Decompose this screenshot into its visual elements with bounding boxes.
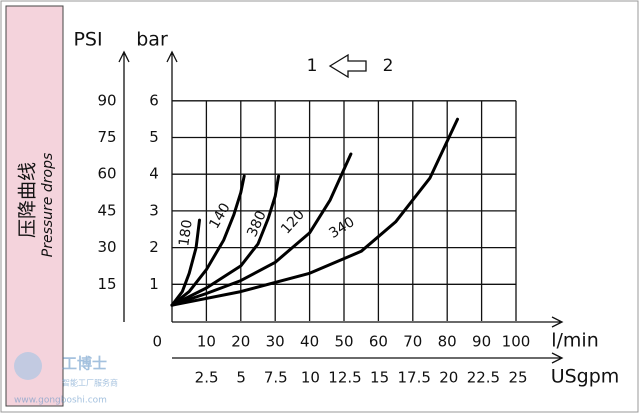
x2-tick-label: 2.5 <box>195 369 219 387</box>
x-tick-label: 50 <box>334 333 353 351</box>
flow-to: 2 <box>383 56 394 76</box>
x2-axis-title: USgpm <box>551 366 620 388</box>
y2-axis-title: PSI <box>73 29 102 51</box>
x-tick-label: 40 <box>300 333 319 351</box>
y2-tick-label: 60 <box>97 165 116 183</box>
x-tick-label: 80 <box>438 333 457 351</box>
y-tick-label: 5 <box>149 128 159 146</box>
watermark-logo <box>14 352 42 380</box>
x2-tick-label: 12.5 <box>328 369 361 387</box>
x2-tick-label: 15 <box>370 369 389 387</box>
y-axis <box>166 50 178 322</box>
x-tick-label: 100 <box>502 333 531 351</box>
x2-tick-label: 20 <box>439 369 458 387</box>
side-title: 压降曲线 <box>17 162 39 238</box>
y-tick-label: 2 <box>149 238 159 256</box>
x-axis-title: l/min <box>551 330 599 352</box>
curve <box>170 174 281 307</box>
curve-label: 180 <box>176 219 196 248</box>
x2-tick-label: 22.5 <box>467 369 500 387</box>
x-tick-label: 10 <box>197 333 216 351</box>
curve <box>170 174 246 307</box>
y-tick-label: 6 <box>149 91 159 109</box>
y2-tick-label: 90 <box>97 91 116 109</box>
side-subtitle: Pressure drops <box>40 153 56 257</box>
x2-tick-label: 10 <box>301 369 320 387</box>
watermark-tagline: 智能工厂服务商 <box>62 378 118 388</box>
x2-tick-label: 25 <box>508 369 527 387</box>
x-tick-label: 30 <box>266 333 285 351</box>
y-tick-label: 4 <box>149 165 159 183</box>
y-axis-title: bar <box>136 29 168 51</box>
y2-tick-label: 30 <box>97 238 116 256</box>
x2-tick-label: 17.5 <box>397 369 430 387</box>
x-tick-label: 60 <box>369 333 388 351</box>
y-tick-label: 1 <box>149 275 159 293</box>
y2-tick-label: 15 <box>97 275 116 293</box>
watermark-name: 工博士 <box>62 355 107 373</box>
flow-arrow <box>328 53 367 79</box>
curve <box>170 152 353 307</box>
curve <box>170 117 459 307</box>
side-panel <box>5 5 64 407</box>
curve <box>170 218 201 307</box>
x2-axis <box>172 352 564 364</box>
x2-tick-label: 5 <box>236 369 246 387</box>
axes <box>118 50 564 364</box>
watermark-url: www.gongboshi.com <box>14 396 107 406</box>
x2-tick-label: 7.5 <box>264 369 288 387</box>
curve-label: 340 <box>326 214 357 242</box>
y-tick-label: 3 <box>149 201 159 219</box>
x-tick-label: 0 <box>152 333 162 351</box>
flow-from: 1 <box>307 56 318 76</box>
x-tick-label: 70 <box>403 333 422 351</box>
x-tick-label: 90 <box>472 333 491 351</box>
y2-axis <box>118 50 130 322</box>
x-tick-label: 20 <box>231 333 250 351</box>
x-axis <box>172 316 564 328</box>
y2-tick-label: 75 <box>97 128 116 146</box>
watermark: 工博士 智能工厂服务商 www.gongboshi.com <box>14 352 118 406</box>
y2-tick-label: 45 <box>97 201 116 219</box>
